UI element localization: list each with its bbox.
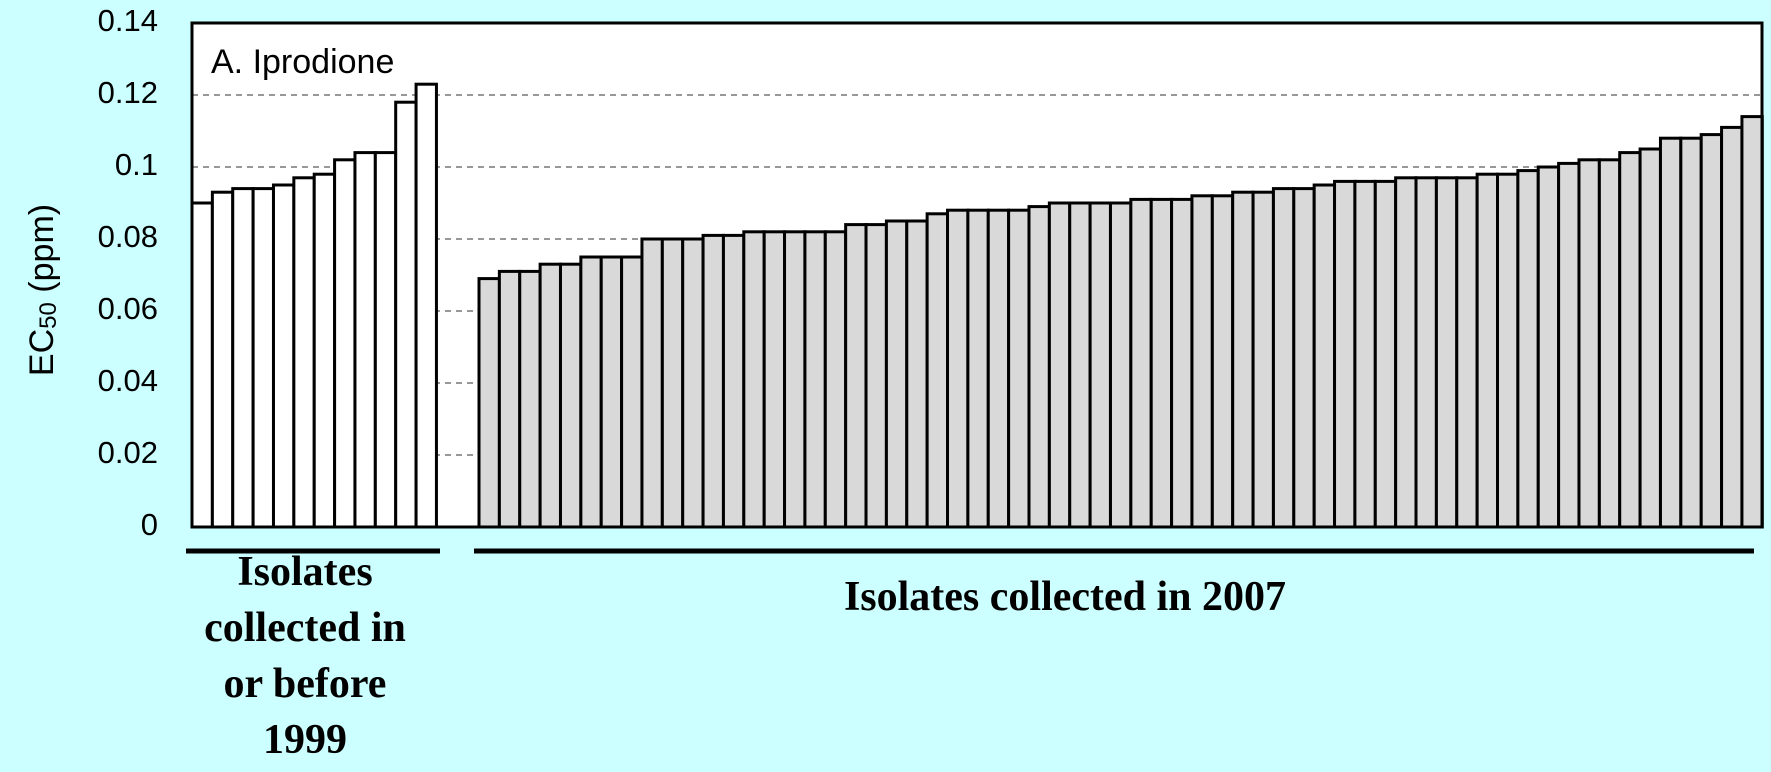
bar <box>762 230 787 529</box>
y-tick-label: 0.06 <box>98 291 158 326</box>
bar <box>1149 197 1174 529</box>
bar <box>1068 201 1092 529</box>
bar <box>394 100 418 529</box>
bar <box>414 82 438 529</box>
group-label: 1999 <box>263 717 347 763</box>
y-tick-label: 0.04 <box>98 363 158 398</box>
bar <box>1312 183 1337 529</box>
y-axis-label: EC50 (ppm) <box>23 204 62 376</box>
bar <box>1129 197 1153 529</box>
bar <box>1251 190 1275 529</box>
bar <box>721 233 746 529</box>
bar <box>1516 169 1540 529</box>
bar <box>190 201 214 529</box>
bar <box>1658 136 1683 529</box>
bar <box>1292 187 1316 529</box>
plot-border <box>190 21 1764 529</box>
bar <box>210 190 235 529</box>
bar <box>292 176 316 529</box>
bar <box>1618 151 1642 529</box>
bar <box>353 151 377 529</box>
bar <box>333 158 357 529</box>
bar <box>823 230 848 529</box>
y-label-unit: (ppm) <box>23 204 61 302</box>
bar <box>986 208 1011 529</box>
bar <box>1496 172 1520 529</box>
bar <box>925 212 950 529</box>
bar <box>312 172 337 529</box>
bar <box>1027 205 1051 529</box>
bar <box>1047 201 1072 529</box>
y-tick-label: 0.1 <box>115 147 158 182</box>
bar <box>1108 201 1133 529</box>
y-label-sub: 50 <box>35 302 62 329</box>
y-tick-label: 0.14 <box>98 3 158 38</box>
y-tick-label: 0.12 <box>98 75 158 110</box>
bar <box>271 183 296 529</box>
bar <box>231 187 255 529</box>
bar <box>905 219 929 529</box>
group-label: or before <box>224 661 387 707</box>
bar <box>884 219 909 529</box>
bar <box>1455 176 1479 529</box>
y-tick-label: 0 <box>141 507 158 542</box>
bar <box>1271 187 1296 529</box>
y-label-main: EC <box>23 329 61 376</box>
bar <box>1720 125 1744 529</box>
bar <box>477 277 501 529</box>
y-tick-label: 0.08 <box>98 219 158 254</box>
bar <box>1190 194 1214 529</box>
bar <box>1434 176 1459 529</box>
bar <box>1394 176 1418 529</box>
bar <box>579 255 603 529</box>
bar <box>864 223 888 529</box>
bar <box>742 230 766 529</box>
bar <box>1740 115 1764 529</box>
bar <box>1597 158 1622 529</box>
bar <box>681 237 705 529</box>
bar <box>966 208 990 529</box>
bar <box>1353 179 1377 529</box>
group-label: Isolates collected in 2007 <box>844 574 1286 620</box>
bar <box>1699 133 1724 529</box>
bar <box>497 269 522 529</box>
group-label: collected in <box>204 605 406 651</box>
bar <box>1373 179 1398 529</box>
bar <box>1577 158 1601 529</box>
bar <box>1414 176 1438 529</box>
bar <box>844 223 868 529</box>
bar <box>1170 197 1194 529</box>
bar <box>1557 161 1581 529</box>
bar <box>1007 208 1031 529</box>
bar <box>518 269 542 529</box>
bar <box>558 262 583 529</box>
bar <box>1475 172 1500 529</box>
bar <box>1536 165 1561 529</box>
y-tick-label: 0.02 <box>98 435 158 470</box>
bar <box>620 255 644 529</box>
bar <box>1231 190 1255 529</box>
bar <box>538 262 562 529</box>
bar <box>660 237 685 529</box>
bar <box>373 151 398 529</box>
bar <box>1210 194 1235 529</box>
bar <box>803 230 827 529</box>
bar <box>701 233 725 529</box>
chart-title: A. Iprodione <box>211 43 394 81</box>
bar <box>783 230 807 529</box>
bar <box>946 208 970 529</box>
bar <box>640 237 664 529</box>
group-label: Isolates <box>237 549 372 595</box>
bar <box>1088 201 1112 529</box>
bar <box>1333 179 1357 529</box>
bar <box>251 187 275 529</box>
bar <box>1638 147 1662 529</box>
bar <box>1679 136 1703 529</box>
bar <box>599 255 624 529</box>
